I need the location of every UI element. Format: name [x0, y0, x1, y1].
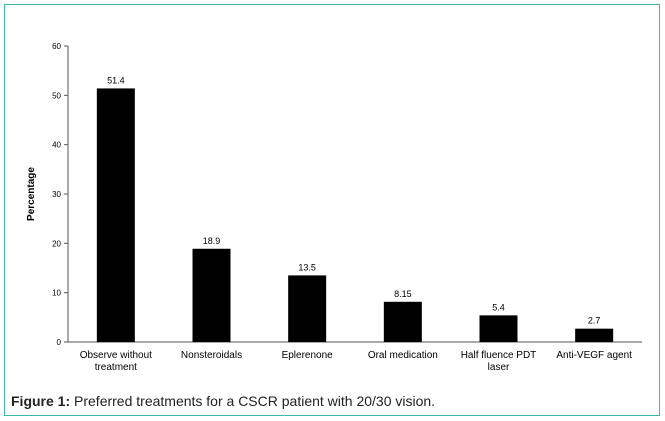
y-tick-label: 40 — [52, 141, 61, 150]
caption-text: Preferred treatments for a CSCR patient … — [70, 393, 436, 409]
y-tick-label: 0 — [57, 338, 62, 347]
y-axis-ticks: 0 10 20 30 40 50 60 — [52, 42, 68, 347]
bar-chart: 0 10 20 30 40 50 60 51.4 18.9 13.5 8.15 5.4 2.7 Obs… — [26, 42, 642, 373]
data-label: 51.4 — [107, 75, 125, 85]
x-tick-label: Half fluence PDT laser — [461, 350, 537, 373]
bar — [575, 328, 614, 342]
y-tick-label: 60 — [52, 42, 61, 51]
bars — [96, 88, 614, 342]
bar — [479, 315, 518, 342]
x-tick-label: Nonsteroidals — [181, 350, 242, 361]
y-tick-label: 10 — [52, 289, 61, 298]
x-tick-label: Observe without treatment — [80, 350, 152, 373]
y-tick-label: 30 — [52, 190, 61, 199]
x-axis-labels: Observe without treatment Nonsteroidals Epl… — [80, 350, 632, 373]
caption-label: Figure 1: — [11, 393, 71, 409]
figure-caption: Figure 1: Preferred treatments for a CSC… — [11, 393, 435, 409]
bar — [192, 248, 231, 342]
x-tick-label: Eplerenone — [282, 350, 334, 361]
x-tick-label: Anti-VEGF agent — [556, 350, 632, 361]
data-label: 8.15 — [394, 289, 412, 299]
x-tick-label: Oral medication — [368, 350, 438, 361]
bar — [288, 275, 327, 342]
data-label: 5.4 — [492, 302, 505, 312]
y-axis-title: Percentage — [26, 167, 37, 221]
bar — [383, 301, 422, 342]
bar — [96, 88, 135, 342]
y-tick-label: 50 — [52, 91, 61, 100]
data-label: 2.7 — [588, 316, 601, 326]
data-label: 18.9 — [203, 236, 221, 246]
y-tick-label: 20 — [52, 239, 61, 248]
data-label: 13.5 — [298, 262, 316, 272]
value-labels: 51.4 18.9 13.5 8.15 5.4 2.7 — [107, 75, 600, 325]
